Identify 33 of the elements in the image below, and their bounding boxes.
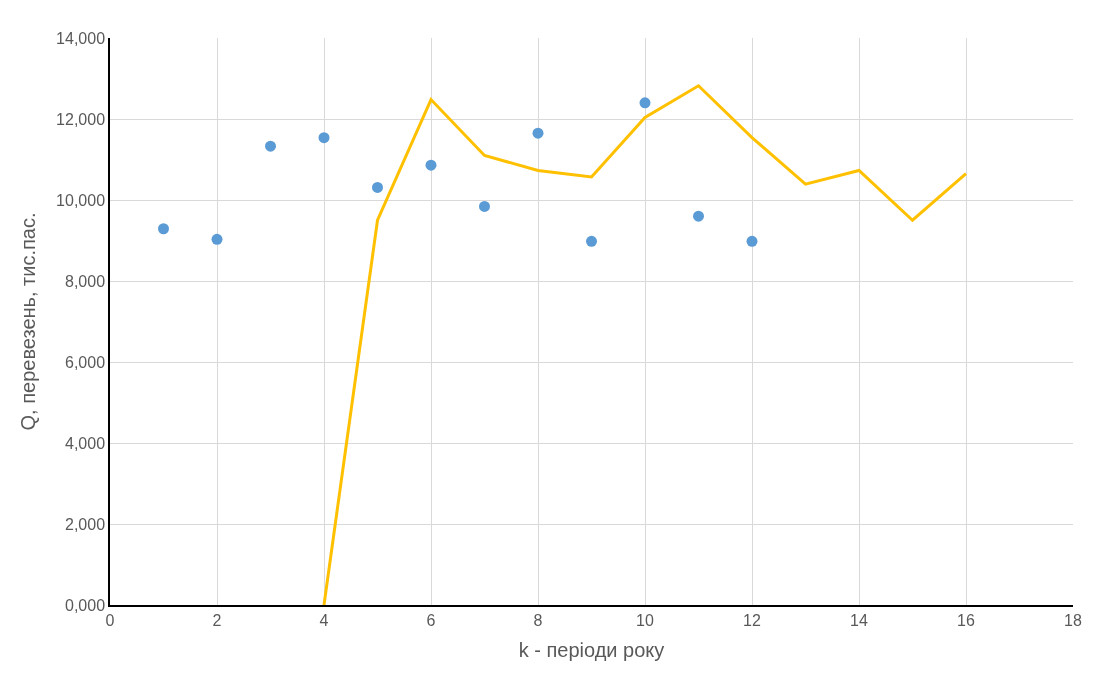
x-tick-label: 4 bbox=[319, 611, 329, 629]
x-tick-label: 18 bbox=[1064, 611, 1082, 629]
point bbox=[746, 235, 758, 247]
y-tick-label: 14,000 bbox=[56, 29, 106, 47]
y-tick-label: 12,000 bbox=[56, 110, 106, 128]
point bbox=[158, 223, 169, 235]
y-tick-label: 4,000 bbox=[65, 434, 106, 452]
point bbox=[372, 181, 383, 193]
x-tick-label: 16 bbox=[957, 611, 975, 629]
x-tick-label: 6 bbox=[426, 611, 436, 629]
x-tick-label: 12 bbox=[743, 611, 761, 629]
line-series bbox=[322, 84, 968, 605]
y-tick-label: 10,000 bbox=[56, 191, 106, 209]
point bbox=[265, 140, 276, 152]
x-tick-label: 10 bbox=[636, 611, 654, 629]
x-tick-label: 8 bbox=[533, 611, 543, 629]
point bbox=[532, 127, 544, 139]
x-tick-label: 2 bbox=[212, 611, 222, 629]
y-tick-label: 2,000 bbox=[65, 515, 106, 533]
point bbox=[586, 235, 597, 247]
x-tick-label: 14 bbox=[850, 611, 868, 629]
y-tick-label: 6,000 bbox=[65, 353, 106, 371]
point bbox=[425, 159, 437, 171]
point bbox=[318, 132, 330, 144]
y-tick-label: 0,000 bbox=[65, 596, 106, 614]
y-axis-title: Q, перевезень, тис.пас. bbox=[17, 212, 40, 431]
point bbox=[693, 210, 704, 222]
x-tick-label: 0 bbox=[105, 611, 115, 629]
point bbox=[639, 97, 651, 109]
x-axis-title: k - періоди року bbox=[518, 638, 665, 661]
point bbox=[479, 200, 490, 212]
point bbox=[211, 233, 223, 245]
y-tick-label: 8,000 bbox=[65, 272, 106, 290]
